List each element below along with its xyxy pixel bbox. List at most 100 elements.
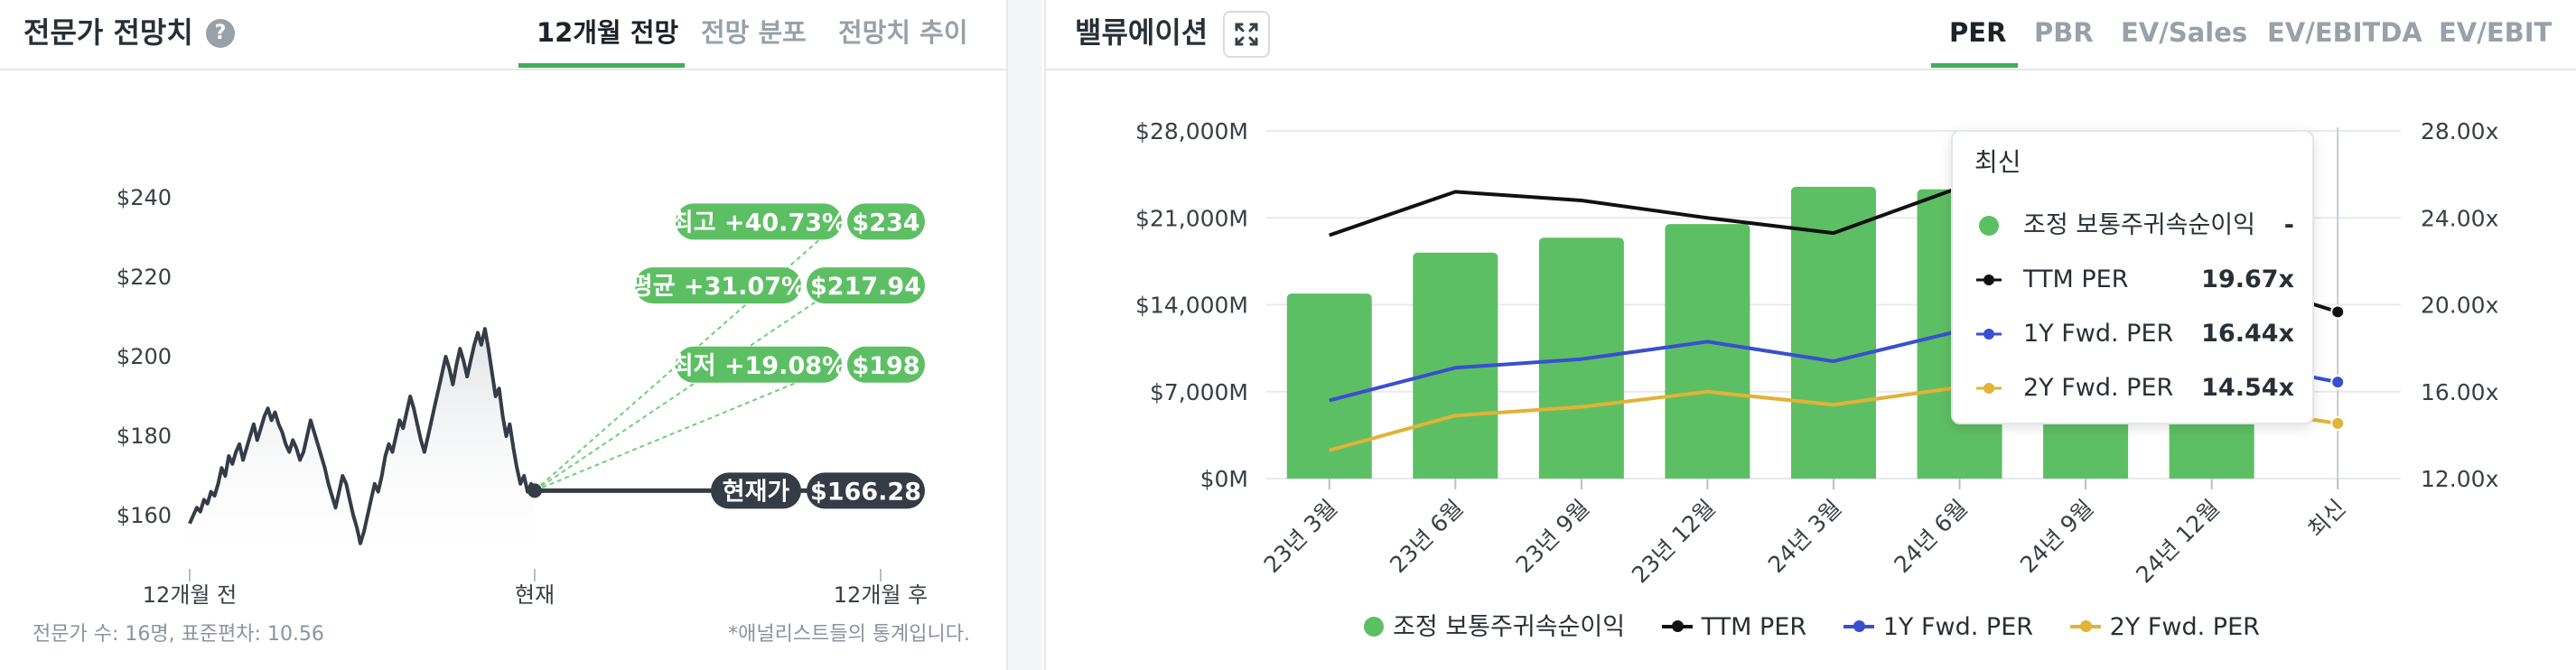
y-tick-label: $240 xyxy=(117,185,172,210)
legend-swatch xyxy=(2069,620,2101,632)
x-tick-label: 23년 9월 xyxy=(1511,495,1594,578)
current-label-pill xyxy=(711,472,801,509)
tooltip-label: 1Y Fwd. PER xyxy=(2023,320,2174,348)
legend-item-1y-fwd-per[interactable]: 1Y Fwd. PER xyxy=(1843,613,2033,641)
current-label: 현재가 xyxy=(723,478,790,506)
x-tick-label: 12개월 후 xyxy=(834,582,928,608)
y-right-tick-label: 12.00x xyxy=(2421,466,2498,492)
expand-icon xyxy=(1235,23,1258,46)
bar xyxy=(1791,186,1876,479)
tooltip-row: 2Y Fwd. PER 14.54x xyxy=(1976,370,2294,406)
valuation-header: 밸류에이션 PER PBR EV/Sales EV/EBITDA EV/EBIT xyxy=(1046,0,2576,70)
target-value-pill xyxy=(847,346,925,383)
price-history-line xyxy=(188,327,537,545)
x-tick-label: 24년 9월 xyxy=(2015,495,2098,578)
target-value: $217.94 xyxy=(810,273,921,301)
y-tick-label: $220 xyxy=(117,265,172,290)
tab-ev-ebit[interactable]: EV/EBIT xyxy=(2439,17,2553,48)
target-value-pill xyxy=(807,267,925,304)
x-tick-label: 23년 3월 xyxy=(1259,495,1342,578)
y-tick-label: $180 xyxy=(117,423,172,449)
tooltip-value: - xyxy=(2283,211,2294,239)
legend-label: TTM PER xyxy=(1701,613,1807,641)
target-value: $234 xyxy=(852,209,919,237)
y-left-tick-label: $14,000M xyxy=(1135,293,1248,319)
chart-tooltip: 최신 조정 보통주귀속순이익 - TTM PER 19.67x 1Y Fwd. … xyxy=(1951,130,2314,424)
target-label: 최고 +40.73% xyxy=(671,209,846,237)
tab-12month[interactable]: 12개월 전망 xyxy=(537,17,679,48)
forecast-header: 전문가 전망치 ? 12개월 전망 전망 분포 전망치 추이 xyxy=(0,0,1006,70)
current-price-marker xyxy=(527,483,542,498)
series-point xyxy=(2330,304,2346,320)
y-right-tick-label: 16.00x xyxy=(2421,379,2498,405)
help-icon[interactable]: ? xyxy=(206,19,235,48)
tooltip-value: 19.67x xyxy=(2201,265,2294,293)
tooltip-value: 16.44x xyxy=(2201,320,2294,348)
forecast-chart: $240 $220 $200 $180 $160 12개월 전 현재 12개월 후 $234최고… xyxy=(117,185,928,608)
tab-ev-ebitda[interactable]: EV/EBITDA xyxy=(2267,17,2422,48)
target-value-pill xyxy=(847,203,925,240)
legend-label: 조정 보통주귀속순이익 xyxy=(1393,613,1626,641)
x-tick-label: 24년 3월 xyxy=(1763,495,1846,578)
expand-button[interactable] xyxy=(1223,11,1270,58)
tab-distribution[interactable]: 전망 분포 xyxy=(701,17,807,48)
target-label: 평균 +31.07% xyxy=(630,273,806,301)
series-point xyxy=(2330,415,2346,431)
tooltip-value: 14.54x xyxy=(2201,374,2294,402)
legend-item-ttm-per[interactable]: TTM PER xyxy=(1661,613,1807,641)
tooltip-row: TTM PER 19.67x xyxy=(1976,262,2294,298)
legend-swatch xyxy=(1843,620,1874,632)
y-left-tick-label: $7,000M xyxy=(1150,379,1248,405)
y-left-tick-label: $28,000M xyxy=(1135,118,1248,144)
tooltip-dot-icon xyxy=(1979,216,1999,236)
target-value: $198 xyxy=(852,352,919,380)
y-left-tick-label: $21,000M xyxy=(1135,205,1248,231)
valuation-chart: $28,000M $21,000M $14,000M $7,000M $0M 28.00x… xyxy=(1135,118,2498,589)
current-value-pill xyxy=(807,472,925,509)
x-tick-label: 23년 6월 xyxy=(1385,495,1468,578)
tab-trend[interactable]: 전망치 추이 xyxy=(838,17,968,48)
bar xyxy=(1286,293,1372,479)
tooltip-row: 1Y Fwd. PER 16.44x xyxy=(1976,316,2294,352)
tab-ev-sales[interactable]: EV/Sales xyxy=(2121,17,2248,48)
x-tick-label: 24년 12월 xyxy=(2131,495,2225,589)
tab-per[interactable]: PER xyxy=(1949,17,2007,48)
x-tick-label: 24년 6월 xyxy=(1889,495,1972,578)
tooltip-row: 조정 보통주귀속순이익 - xyxy=(1976,208,2294,244)
valuation-title: 밸류에이션 xyxy=(1075,15,1209,50)
target-label-pill xyxy=(676,346,842,383)
bar xyxy=(1665,224,1750,479)
x-tick-label: 현재 xyxy=(515,582,555,608)
target-label-pill xyxy=(676,203,842,240)
y-right-tick-label: 20.00x xyxy=(2421,293,2498,319)
active-tab-indicator xyxy=(1931,63,2018,68)
tooltip-label: TTM PER xyxy=(2023,265,2129,293)
legend-label: 2Y Fwd. PER xyxy=(2109,613,2260,641)
stats-note: *애널리스트들의 통계입니다. xyxy=(728,623,970,646)
price-area xyxy=(190,329,535,575)
y-left-tick-label: $0M xyxy=(1200,466,1248,492)
forecast-title: 전문가 전망치 xyxy=(23,15,193,50)
target-label: 최저 +19.08% xyxy=(671,352,846,380)
tooltip-label: 2Y Fwd. PER xyxy=(2023,374,2174,402)
legend-swatch xyxy=(1661,620,1693,632)
x-tick-label: 12개월 전 xyxy=(143,582,237,608)
valuation-legend: 조정 보통주귀속순이익 TTM PER 1Y Fwd. PER 2Y Fwd. … xyxy=(1046,607,2576,642)
y-tick-label: $160 xyxy=(117,503,172,528)
tooltip-line-icon xyxy=(1976,329,2002,340)
tooltip-line-icon xyxy=(1976,383,2002,394)
legend-item-net-income[interactable]: 조정 보통주귀속순이익 xyxy=(1364,607,1625,642)
target-dashed-line xyxy=(534,284,841,492)
legend-swatch xyxy=(1364,617,1385,637)
tooltip-label: 조정 보통주귀속순이익 xyxy=(2023,211,2255,239)
y-tick-label: $200 xyxy=(117,344,172,369)
x-tick-label: 23년 12월 xyxy=(1627,495,1721,589)
active-tab-indicator xyxy=(518,63,685,68)
legend-item-2y-fwd-per[interactable]: 2Y Fwd. PER xyxy=(2069,613,2260,641)
analyst-count: 전문가 수: 16명, 표준편차: 10.56 xyxy=(33,623,324,646)
forecast-panel: 전문가 전망치 ? 12개월 전망 전망 분포 전망치 추이 $240 $220 $… xyxy=(0,0,1008,670)
tab-pbr[interactable]: PBR xyxy=(2034,17,2094,48)
x-tick-label: 최신 xyxy=(2302,495,2350,543)
target-dashed-line xyxy=(534,363,841,492)
y-right-tick-label: 24.00x xyxy=(2421,205,2498,231)
